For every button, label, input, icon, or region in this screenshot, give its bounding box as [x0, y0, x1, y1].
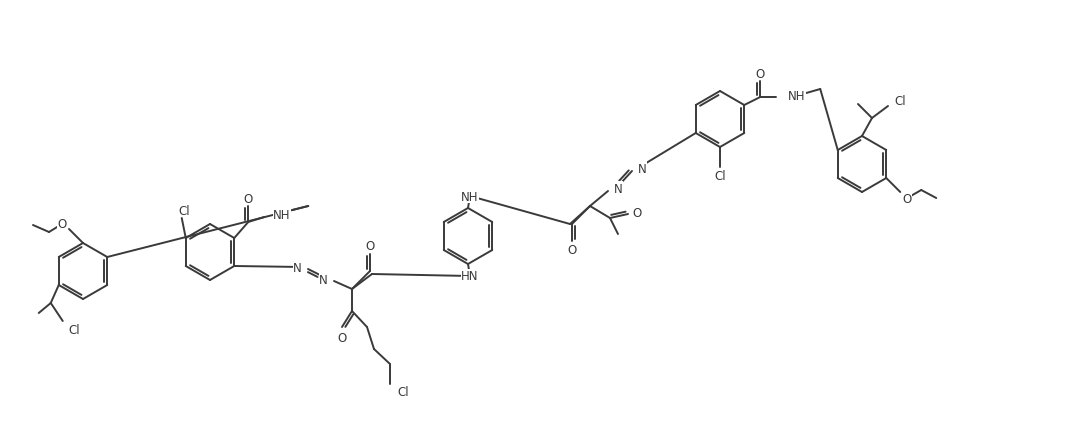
- Text: NH: NH: [461, 190, 479, 203]
- Text: N: N: [614, 182, 623, 195]
- Text: O: O: [632, 206, 642, 219]
- Text: Cl: Cl: [714, 169, 726, 182]
- Text: Cl: Cl: [397, 386, 409, 399]
- Text: O: O: [568, 243, 576, 256]
- Text: NH: NH: [789, 89, 806, 102]
- Text: HN: HN: [461, 270, 479, 283]
- Text: O: O: [755, 68, 765, 80]
- Text: NH: NH: [273, 208, 290, 221]
- Text: O: O: [57, 218, 67, 231]
- Text: Cl: Cl: [178, 204, 190, 217]
- Text: O: O: [338, 331, 347, 344]
- Text: O: O: [366, 240, 374, 253]
- Text: Cl: Cl: [69, 324, 80, 337]
- Text: Cl: Cl: [894, 94, 905, 107]
- Text: O: O: [903, 192, 912, 205]
- Text: N: N: [638, 162, 646, 175]
- Text: N: N: [293, 261, 302, 274]
- Text: O: O: [244, 192, 252, 205]
- Text: N: N: [319, 273, 328, 286]
